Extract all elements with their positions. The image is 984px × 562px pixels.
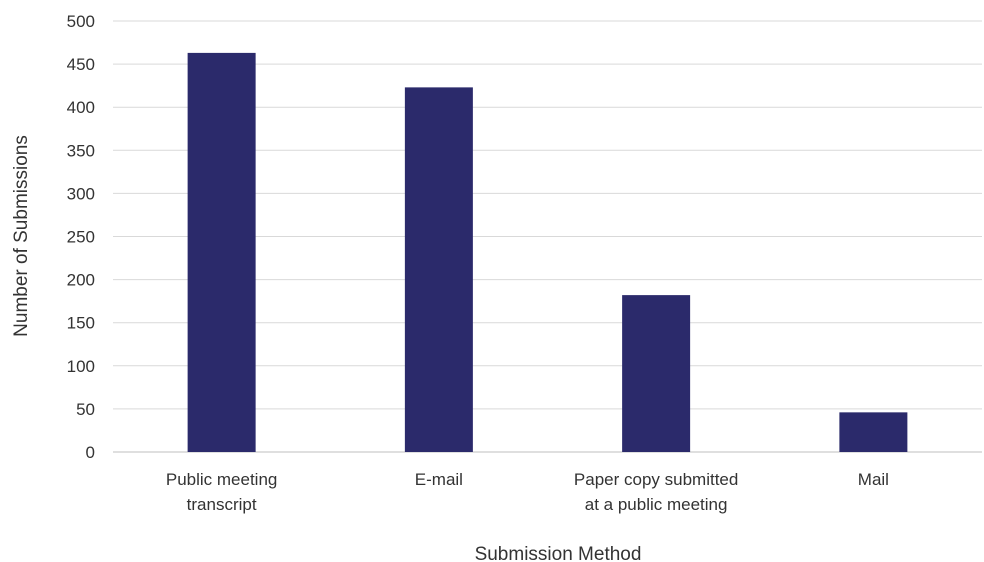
y-axis-title: Number of Submissions: [11, 135, 32, 337]
x-tick-label-line: Public meeting: [166, 470, 278, 489]
y-axis-ticks: 0 50 100 150 200 250 300 350 400 450 500: [67, 12, 95, 462]
bar: [839, 412, 908, 452]
x-tick-label-line: Paper copy submitted: [574, 470, 738, 489]
x-tick-label: Paper copy submitted at a public meeting: [574, 470, 738, 514]
x-tick-label-line: transcript: [187, 495, 257, 514]
y-tick-label: 250: [67, 228, 95, 247]
gridlines: [113, 20, 982, 453]
bar: [187, 52, 256, 452]
y-tick-label: 400: [67, 98, 95, 117]
x-tick-label-line: at a public meeting: [585, 495, 728, 514]
y-tick-label: 500: [67, 12, 95, 31]
y-tick-label: 300: [67, 184, 95, 203]
x-axis-title: Submission Method: [475, 544, 642, 562]
bar: [622, 295, 691, 452]
y-tick-label: 150: [67, 314, 95, 333]
y-tick-label: 0: [86, 443, 95, 462]
x-tick-label-line: Mail: [858, 470, 889, 489]
x-tick-label: E-mail: [415, 470, 463, 489]
x-axis-categories: Public meeting transcript E-mail Paper copy…: [166, 470, 889, 514]
x-tick-label: Mail: [858, 470, 889, 489]
y-tick-label: 200: [67, 271, 95, 290]
x-tick-label-line: E-mail: [415, 470, 463, 489]
x-tick-label: Public meeting transcript: [166, 470, 278, 514]
bars: [187, 52, 908, 453]
y-tick-label: 50: [76, 400, 95, 419]
bar: [404, 87, 473, 453]
y-tick-label: 350: [67, 141, 95, 160]
y-tick-label: 450: [67, 55, 95, 74]
y-tick-label: 100: [67, 357, 95, 376]
